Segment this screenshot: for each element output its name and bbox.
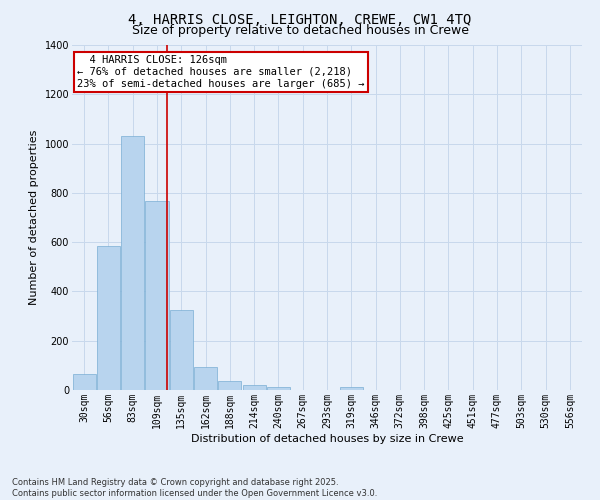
Bar xyxy=(73,374,95,390)
Bar xyxy=(218,380,241,390)
Bar xyxy=(267,387,290,390)
Bar xyxy=(121,136,144,390)
Bar xyxy=(97,246,120,390)
Bar xyxy=(340,387,363,390)
Text: 4, HARRIS CLOSE, LEIGHTON, CREWE, CW1 4TQ: 4, HARRIS CLOSE, LEIGHTON, CREWE, CW1 4T… xyxy=(128,12,472,26)
Y-axis label: Number of detached properties: Number of detached properties xyxy=(29,130,39,305)
Bar xyxy=(242,384,266,390)
Bar xyxy=(194,366,217,390)
Bar xyxy=(145,202,169,390)
Text: 4 HARRIS CLOSE: 126sqm
← 76% of detached houses are smaller (2,218)
23% of semi-: 4 HARRIS CLOSE: 126sqm ← 76% of detached… xyxy=(77,56,365,88)
Bar xyxy=(170,310,193,390)
Text: Size of property relative to detached houses in Crewe: Size of property relative to detached ho… xyxy=(131,24,469,37)
X-axis label: Distribution of detached houses by size in Crewe: Distribution of detached houses by size … xyxy=(191,434,463,444)
Text: Contains HM Land Registry data © Crown copyright and database right 2025.
Contai: Contains HM Land Registry data © Crown c… xyxy=(12,478,377,498)
